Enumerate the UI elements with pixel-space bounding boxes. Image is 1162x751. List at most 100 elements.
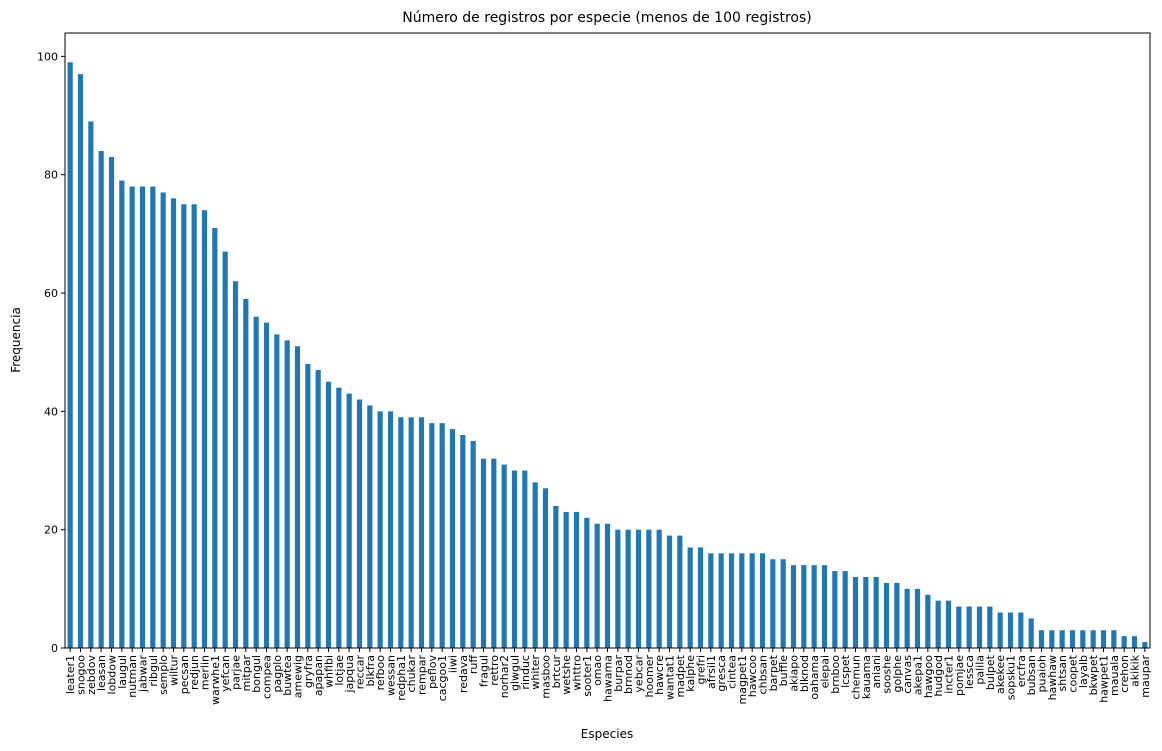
x-tick-label: wetshe [560, 655, 573, 695]
bar [253, 316, 259, 648]
x-tick-label: palila [974, 655, 987, 685]
bar [553, 506, 559, 648]
x-tick-label: parjae [230, 655, 243, 690]
bar [790, 565, 797, 648]
bar [150, 186, 156, 648]
x-tick-label: redava [457, 655, 470, 693]
x-tick-label: ruff [467, 655, 480, 674]
y-tick-label: 80 [44, 169, 58, 182]
x-tick-label: aniani [870, 655, 883, 689]
x-tick-label: chbsan [757, 655, 770, 694]
bar [263, 322, 270, 648]
bar [573, 511, 580, 648]
bar [687, 547, 693, 648]
chart-title: Número de registros por especie (menos d… [402, 10, 812, 26]
bar [656, 529, 662, 648]
x-tick-label: shtsan [1056, 655, 1069, 691]
bar [129, 186, 135, 648]
x-tick-label: hawgoo [922, 655, 935, 698]
bar [739, 553, 745, 648]
x-tick-label: blkfra [364, 655, 377, 687]
bar [1059, 630, 1065, 648]
x-tick-label: brnboo [829, 655, 842, 694]
x-tick-label: oahama [808, 655, 821, 700]
bar [418, 417, 425, 648]
bar [243, 298, 249, 648]
x-tick-label: sooshe [881, 655, 894, 694]
x-tick-label: grefri [695, 655, 708, 684]
bar [718, 553, 724, 648]
plot-frame [64, 32, 1151, 649]
bar [811, 565, 817, 648]
bar [294, 346, 301, 648]
bar [976, 606, 983, 648]
bar [315, 369, 321, 648]
bar [956, 606, 962, 648]
bar [780, 559, 786, 648]
x-tick-label: gryfra [302, 655, 315, 688]
x-tick-label: amewig [292, 655, 305, 698]
bar [1142, 642, 1148, 648]
x-tick-label: brtcur [550, 655, 563, 689]
bar [708, 553, 714, 648]
x-tick-label: hawpet1 [1098, 655, 1111, 703]
bar [677, 535, 683, 648]
bar [470, 440, 476, 648]
bar [1018, 612, 1024, 648]
bar [201, 210, 208, 648]
bar [935, 600, 941, 648]
bar [1080, 630, 1086, 648]
x-tick-label: norhar2 [498, 655, 511, 698]
bar [408, 417, 414, 648]
bar [160, 192, 166, 648]
x-tick-label: chukar [405, 655, 418, 693]
x-tick-label: nutman [126, 655, 139, 698]
bar [1121, 636, 1127, 648]
x-tick-label: leasan [95, 655, 108, 691]
x-tick-label: compea [261, 655, 274, 699]
bar [615, 529, 621, 648]
x-tick-label: redjun [188, 655, 201, 690]
bar [491, 458, 497, 648]
bar [367, 405, 373, 648]
x-tick-label: lessca [963, 655, 976, 689]
x-tick-label: kalphe [684, 655, 697, 692]
bar [170, 198, 177, 648]
bar [377, 411, 383, 648]
x-tick-label: fragul [478, 655, 491, 687]
x-tick-label: lcspet [839, 654, 852, 688]
bar [852, 577, 859, 648]
x-tick-label: zebdov [85, 655, 98, 695]
bar [883, 582, 890, 648]
bar [987, 606, 993, 648]
bar [67, 62, 73, 649]
bar [511, 470, 518, 648]
x-tick-label: masboo [540, 655, 553, 699]
bar [325, 381, 332, 648]
x-tick-label: wessan [385, 655, 398, 696]
x-tick-label: pagplo [271, 655, 284, 693]
x-tick-label: burpar [612, 655, 625, 692]
bar [997, 612, 1003, 648]
x-tick-label: bkwpet [1087, 654, 1100, 695]
x-tick-label: redpha1 [395, 655, 408, 701]
x-tick-label: pecsan [178, 655, 191, 694]
x-tick-label: lobdow [106, 655, 119, 694]
bar [1007, 612, 1014, 648]
x-tick-label: whiter [529, 655, 542, 690]
bar [429, 423, 435, 648]
bar [584, 517, 590, 648]
y-tick-label: 100 [37, 50, 58, 63]
bar [1090, 630, 1096, 648]
bar [604, 523, 611, 648]
bar [88, 121, 94, 648]
x-tick-label: golphe [891, 655, 904, 693]
bar [1111, 630, 1117, 648]
bar [284, 340, 290, 648]
bar [728, 553, 735, 648]
bar [356, 399, 363, 648]
y-tick-label: 20 [44, 524, 58, 537]
bar [1131, 636, 1138, 648]
bar [191, 204, 197, 649]
bar [801, 565, 807, 648]
